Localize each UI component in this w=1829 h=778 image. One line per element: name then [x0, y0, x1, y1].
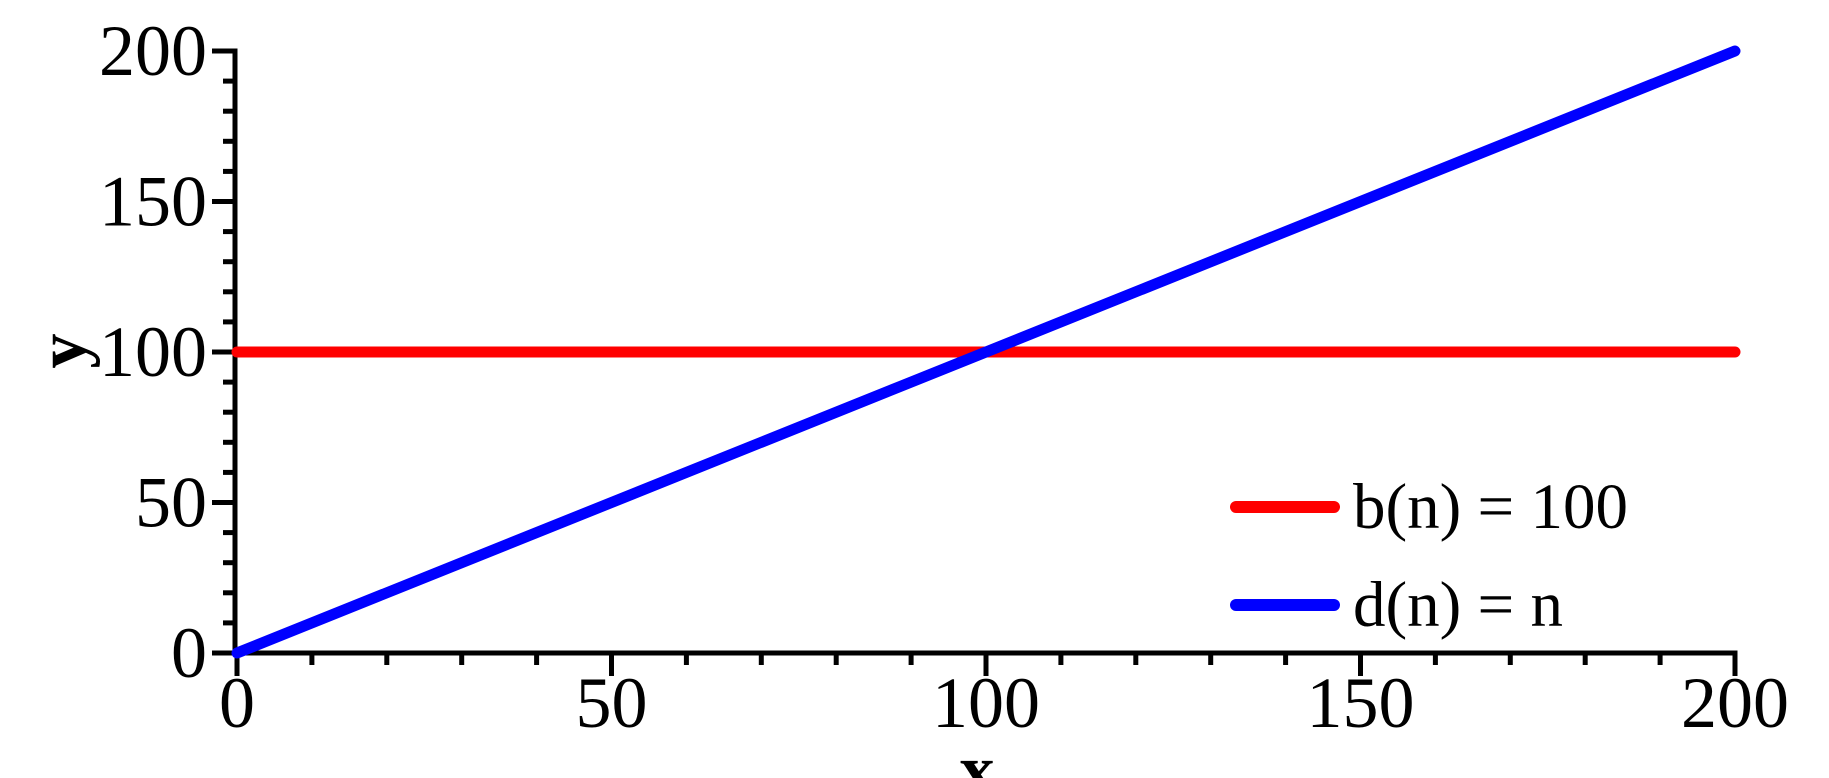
series-line-1	[231, 45, 1741, 659]
x-tick-label-200: 200	[1681, 663, 1789, 743]
legend-label-0: b(n) = 100	[1353, 470, 1628, 543]
x-axis-title: x	[959, 732, 995, 778]
legend-swatch-red-line	[1230, 501, 1340, 513]
y-tick-label-200: 200	[99, 11, 207, 91]
legend: b(n) = 100 d(n) = n	[1230, 458, 1628, 654]
legend-item-0: b(n) = 100	[1230, 458, 1628, 556]
legend-swatch-blue-line	[1230, 599, 1340, 611]
x-tick-label-100: 100	[932, 663, 1040, 743]
y-tick-label-100: 100	[99, 312, 207, 392]
x-tick-label-0: 0	[219, 663, 255, 743]
x-tick-label-50: 50	[576, 663, 648, 743]
y-axis-title: y	[24, 333, 101, 369]
legend-label-1: d(n) = n	[1353, 568, 1563, 641]
legend-item-1: d(n) = n	[1230, 556, 1628, 654]
x-tick-label-150: 150	[1307, 663, 1415, 743]
y-tick-label-0: 0	[171, 613, 207, 693]
y-tick-label-150: 150	[99, 162, 207, 242]
y-tick-label-50: 50	[135, 463, 207, 543]
